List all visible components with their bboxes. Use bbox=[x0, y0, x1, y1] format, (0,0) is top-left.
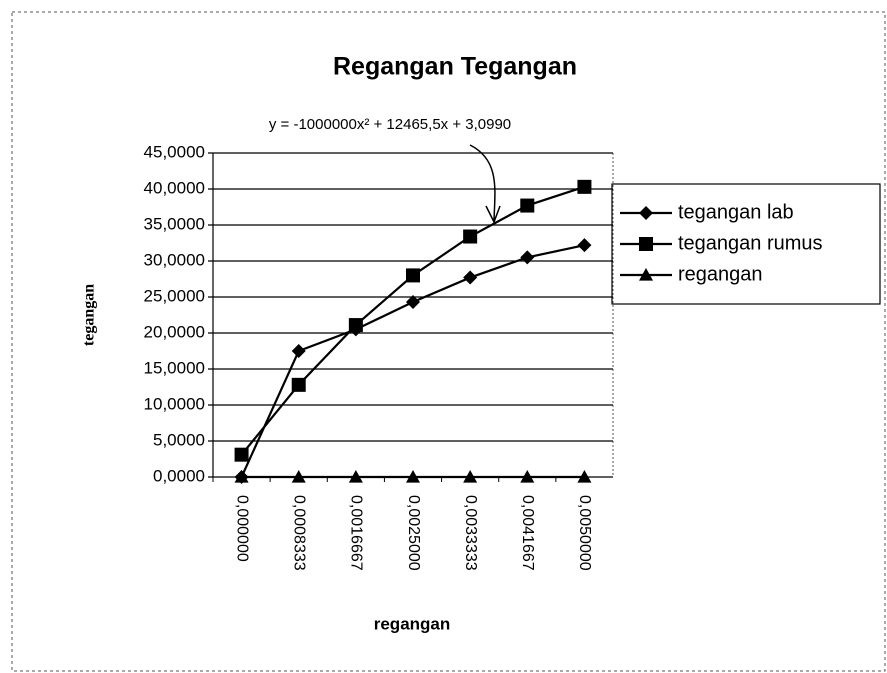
marker bbox=[463, 270, 478, 285]
series-line bbox=[240, 185, 585, 456]
marker bbox=[234, 470, 249, 483]
annotation: y = -1000000x² + 12465,5x + 3,0990 bbox=[269, 116, 511, 133]
legend-marker bbox=[639, 237, 653, 251]
y-tick-label: 15,0000 bbox=[144, 358, 205, 377]
marker bbox=[291, 470, 306, 483]
chart-border bbox=[11, 11, 886, 672]
marker bbox=[520, 470, 535, 483]
x-tick-label: 0,0025000 bbox=[405, 495, 422, 571]
legend-marker bbox=[639, 268, 653, 281]
y-tick-label: 30,0000 bbox=[144, 250, 205, 269]
y-axis-label: tegangan bbox=[81, 284, 98, 346]
x-tick-label: 0,0041667 bbox=[519, 495, 536, 571]
marker bbox=[577, 179, 592, 194]
marker bbox=[234, 447, 249, 462]
legend-label: tegangan lab bbox=[678, 201, 794, 223]
y-tick-label: 5,0000 bbox=[153, 430, 205, 449]
x-tick-label: 0,0033333 bbox=[462, 495, 479, 571]
y-tick-label: 20,0000 bbox=[144, 322, 205, 341]
marker bbox=[348, 318, 363, 333]
marker bbox=[291, 344, 306, 358]
x-tick-label: 0,0008333 bbox=[290, 495, 307, 571]
marker bbox=[463, 470, 478, 483]
x-axis-label: regangan bbox=[374, 614, 451, 633]
legend-label: tegangan rumus bbox=[678, 232, 823, 254]
chart-title: Regangan Tegangan bbox=[333, 53, 577, 81]
x-tick-label: 0,000000 bbox=[233, 495, 250, 562]
y-tick-label: 10,0000 bbox=[144, 394, 205, 413]
marker bbox=[291, 377, 306, 392]
marker bbox=[406, 470, 420, 483]
marker bbox=[406, 295, 420, 310]
annotation-arrow bbox=[469, 144, 501, 224]
legend-label: regangan bbox=[678, 263, 763, 285]
marker bbox=[463, 229, 478, 244]
x-tick-label: 0,0050000 bbox=[576, 495, 593, 571]
marker bbox=[577, 470, 592, 483]
marker bbox=[577, 238, 592, 253]
legend-marker bbox=[639, 206, 653, 220]
marker bbox=[348, 470, 363, 483]
marker bbox=[520, 250, 535, 265]
y-tick-label: 35,0000 bbox=[144, 214, 205, 233]
plot-border bbox=[213, 152, 614, 477]
y-tick-label: 25,0000 bbox=[144, 286, 205, 305]
x-tick-label: 0,0016667 bbox=[348, 495, 365, 571]
marker bbox=[406, 268, 420, 283]
marker bbox=[520, 198, 535, 213]
y-tick-label: 0,0000 bbox=[153, 466, 205, 485]
y-tick-label: 45,0000 bbox=[144, 142, 205, 161]
y-tick-label: 40,0000 bbox=[144, 178, 205, 197]
